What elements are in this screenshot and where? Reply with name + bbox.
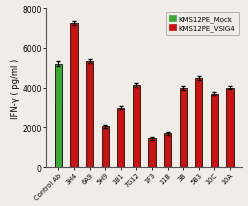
Bar [117,108,124,167]
Bar [70,24,78,167]
Bar [195,78,202,167]
Bar [102,127,109,167]
Bar [180,88,187,167]
Bar [149,139,155,167]
Bar [226,88,234,167]
Bar [55,104,62,167]
Bar [55,64,62,167]
Bar [86,61,93,167]
Bar [164,134,171,167]
Legend: KMS12PE_Mock, KMS12PE_VSIG4: KMS12PE_Mock, KMS12PE_VSIG4 [166,13,239,35]
Y-axis label: IFN-γ ( pg/ml ): IFN-γ ( pg/ml ) [10,58,20,118]
Bar [133,85,140,167]
Bar [211,94,218,167]
